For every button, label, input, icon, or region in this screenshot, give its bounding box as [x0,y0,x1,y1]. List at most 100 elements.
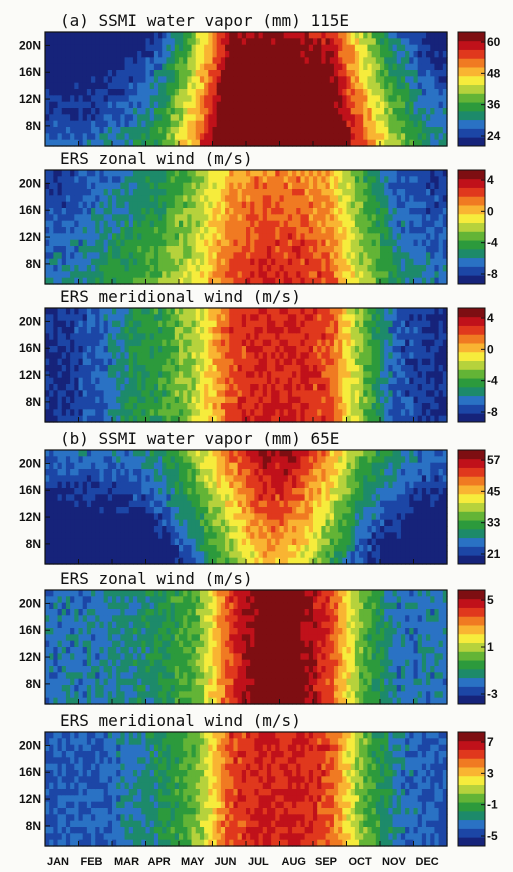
heatmap-cell [170,44,176,52]
heatmap-cell [292,120,297,128]
heatmap-cell [74,44,80,52]
heatmap-cell [95,271,101,279]
heatmap-cell [95,384,101,391]
heatmap-cell [107,333,113,341]
heatmap-cell [199,409,205,417]
heatmap-cell [325,371,331,379]
heatmap-cell [279,57,285,65]
heatmap-cell [120,76,126,84]
heatmap-cell [124,114,130,122]
heatmap-cell [220,32,226,39]
heatmap-cell [204,114,209,122]
heatmap-cell [216,214,222,222]
heatmap-cell [120,308,126,315]
heatmap-cell [380,258,385,266]
heatmap-cell [120,201,126,209]
heatmap-cell [342,227,348,234]
heatmap-cell [132,101,138,109]
heatmap-cell [53,70,59,77]
heatmap-cell [421,201,427,209]
heatmap-cell [359,114,364,122]
heatmap-cell [430,195,436,203]
heatmap-cell [292,63,297,71]
heatmap-cell [170,384,176,391]
heatmap-cell [300,201,306,209]
heatmap-cell [346,365,352,372]
heatmap-cell [283,114,289,122]
heatmap-cell [112,390,117,398]
heatmap-cell [237,265,243,272]
heatmap-cell [220,201,226,209]
heatmap-cell [405,265,410,272]
heatmap-cell [262,38,268,46]
heatmap-cell [137,396,142,404]
heatmap-cell [246,114,251,122]
heatmap-cell [229,195,235,203]
heatmap-cell [359,227,364,234]
heatmap-cell [346,170,352,177]
heatmap-cell [95,176,101,184]
heatmap-cell [128,95,134,103]
heatmap-cell [342,396,348,404]
heatmap-cell [275,133,281,141]
heatmap-cell [266,89,272,96]
heatmap-cell [45,38,50,46]
heatmap-cell [346,233,352,241]
heatmap-cell [266,327,272,334]
heatmap-cell [158,403,163,410]
heatmap-cell [61,95,67,103]
heatmap-cell [187,195,193,203]
heatmap-cell [283,246,289,253]
heatmap-cell [354,201,360,209]
heatmap-cell [137,415,142,423]
heatmap-cell [208,176,214,184]
heatmap-cell [103,352,109,360]
heatmap-cell [321,127,327,134]
heatmap-cell [220,233,226,241]
heatmap-cell [296,189,302,196]
heatmap-cell [283,182,289,190]
heatmap-cell [338,189,343,196]
heatmap-cell [128,127,134,134]
heatmap-cell [70,170,75,177]
heatmap-cell [86,365,92,372]
heatmap-cell [78,63,84,71]
heatmap-cell [99,51,105,58]
heatmap-cell [287,127,293,134]
heatmap-cell [254,358,260,366]
heatmap-cell [329,108,335,115]
heatmap-cell [116,246,121,253]
heatmap-cell [82,195,88,203]
heatmap-cell [279,233,285,241]
heatmap-cell [375,320,381,328]
heatmap-cell [166,63,172,71]
heatmap-cell [116,314,121,322]
heatmap-cell [438,76,444,84]
heatmap-cell [333,346,339,353]
heatmap-cell [241,396,247,404]
heatmap-cell [287,89,293,96]
heatmap-cell [346,127,352,134]
heatmap-cell [296,57,302,65]
heatmap-cell [141,415,147,423]
heatmap-cell [392,63,398,71]
heatmap-cell [112,63,117,71]
heatmap-cell [124,182,130,190]
heatmap-cell [375,371,381,379]
heatmap-cell [107,352,113,360]
heatmap-cell [124,333,130,341]
heatmap-cell [258,390,264,398]
heatmap-cell [313,195,318,203]
heatmap-cell [308,139,314,147]
heatmap-cell [166,371,172,379]
heatmap-cell [78,320,84,328]
heatmap-cell [333,246,339,253]
heatmap-cell [95,133,101,141]
heatmap-cell [279,358,285,366]
heatmap-cell [124,176,130,184]
heatmap-cell [149,176,155,184]
heatmap-cell [208,63,214,71]
heatmap-cell [262,227,268,234]
heatmap-cell [174,214,180,222]
heatmap-cell [308,377,314,385]
